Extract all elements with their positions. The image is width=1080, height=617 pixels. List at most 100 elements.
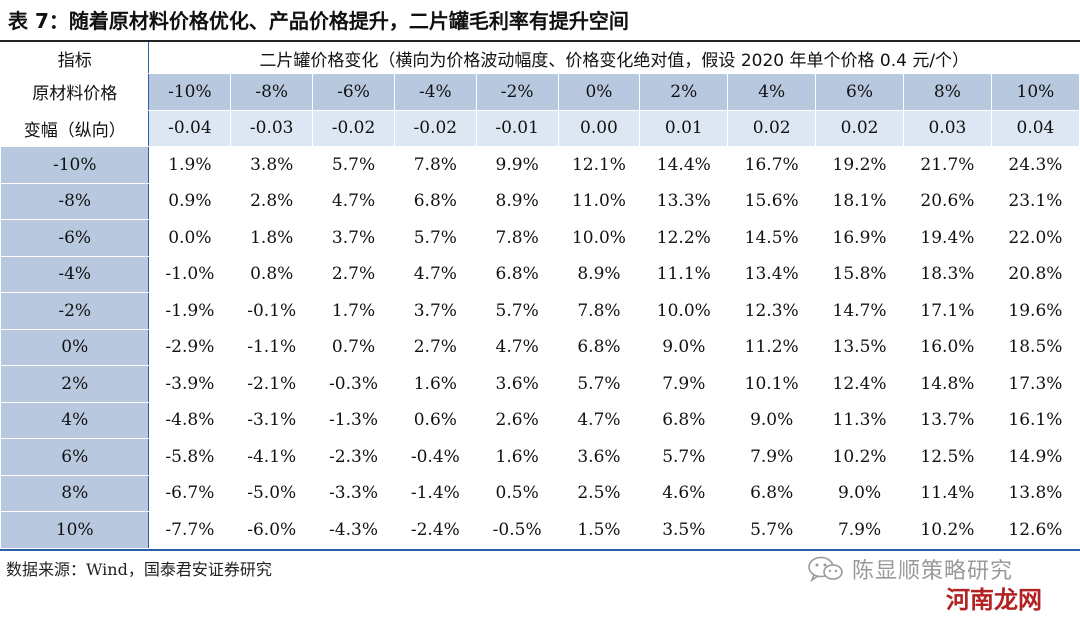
gross-margin-cell: 23.1% [990,182,1080,220]
gross-margin-cell: 7.9% [639,365,729,403]
price-change-abs-header: -0.03 [230,109,314,147]
site-watermark: 河南龙网 [946,586,1042,614]
gross-margin-cell: -0.3% [312,365,395,403]
gross-margin-cell: 7.9% [727,438,817,476]
side-label-line1: 原材料价格 [0,73,150,111]
material-price-change-label: -4% [0,255,150,293]
gross-margin-cell: 5.7% [727,511,817,549]
gross-margin-cell: 12.5% [902,438,992,476]
gross-margin-cell: 3.6% [475,365,559,403]
gross-margin-cell: 13.5% [815,328,904,366]
gross-margin-cell: 16.1% [990,401,1080,439]
gross-margin-cell: 2.7% [393,328,477,366]
wechat-account-name: 陈显顺策略研究 [852,559,1014,584]
price-change-pct-header: 8% [902,73,992,111]
gross-margin-cell: -1.1% [230,328,314,366]
gross-margin-cell: 18.3% [902,255,992,293]
gross-margin-cell: 4.7% [393,255,477,293]
side-label-line2: 变幅（纵向） [0,109,150,147]
material-price-change-label: 6% [0,438,150,476]
gross-margin-cell: 17.1% [902,292,992,330]
gross-margin-cell: -2.3% [312,438,395,476]
gross-margin-cell: 19.4% [902,219,992,257]
price-change-abs-header: -0.01 [475,109,559,147]
indicator-header: 指标 [0,42,150,74]
gross-margin-cell: 1.8% [230,219,314,257]
material-price-change-label: -10% [0,146,150,184]
gross-margin-cell: 13.4% [727,255,817,293]
data-source-note: 数据来源：Wind，国泰君安证券研究 [6,560,272,579]
price-change-abs-header: 0.04 [990,109,1080,147]
gross-margin-cell: 6.8% [639,401,729,439]
gross-margin-cell: 0.7% [312,328,395,366]
gross-margin-cell: -1.4% [393,474,477,512]
table-row: 6% -5.8% -4.1% -2.3% -0.4% 1.6% 3.6% 5.7% 7.9% 10… [0,438,1080,476]
gross-margin-cell: 1.6% [475,438,559,476]
gross-margin-cell: 6.8% [475,255,559,293]
margin-sensitivity-table: 指标 二片罐价格变化（横向为价格波动幅度、价格变化绝对值，假设 2020 年单个… [0,42,1080,549]
gross-margin-cell: 19.6% [990,292,1080,330]
title-divider [0,40,1080,42]
gross-margin-cell: 9.9% [475,146,559,184]
price-change-pct-header: -2% [475,73,559,111]
gross-margin-cell: 3.7% [312,219,395,257]
gross-margin-cell: 10.2% [902,511,992,549]
gross-margin-cell: -5.8% [148,438,232,476]
wechat-icon [806,555,846,583]
gross-margin-cell: -7.7% [148,511,232,549]
gross-margin-cell: 10.0% [639,292,729,330]
gross-margin-cell: 13.8% [990,474,1080,512]
table-row: -4% -1.0% 0.8% 2.7% 4.7% 6.8% 8.9% 11.1% 13.4% 15… [0,255,1080,293]
gross-margin-cell: -1.9% [148,292,232,330]
gross-margin-cell: 5.7% [639,438,729,476]
price-change-pct-header: -6% [312,73,395,111]
gross-margin-cell: 12.2% [639,219,729,257]
gross-margin-cell: 13.3% [639,182,729,220]
price-change-abs-header: -0.02 [393,109,477,147]
gross-margin-cell: 0.5% [475,474,559,512]
gross-margin-cell: 4.7% [312,182,395,220]
table-row: 4% -4.8% -3.1% -1.3% 0.6% 2.6% 4.7% 6.8% 9.0% 11.… [0,401,1080,439]
table-bottom-divider [0,549,1080,551]
price-change-pct-header: -4% [393,73,477,111]
gross-margin-cell: 16.0% [902,328,992,366]
gross-margin-cell: 9.0% [815,474,904,512]
gross-margin-cell: 7.8% [393,146,477,184]
gross-margin-cell: 20.8% [990,255,1080,293]
gross-margin-cell: -2.9% [148,328,232,366]
price-change-pct-header: 0% [557,73,641,111]
table-title: 表 7：随着原材料价格优化、产品价格提升，二片罐毛利率有提升空间 [8,9,629,33]
gross-margin-cell: 0.0% [148,219,232,257]
material-price-change-label: -2% [0,292,150,330]
gross-margin-cell: 1.7% [312,292,395,330]
gross-margin-cell: 22.0% [990,219,1080,257]
gross-margin-cell: -6.0% [230,511,314,549]
table-row: 0% -2.9% -1.1% 0.7% 2.7% 4.7% 6.8% 9.0% 11.2% 13.… [0,328,1080,366]
price-change-abs-header: -0.04 [148,109,232,147]
table-row: 10% -7.7% -6.0% -4.3% -2.4% -0.5% 1.5% 3.5% 5.7%… [0,511,1080,549]
gross-margin-cell: 17.3% [990,365,1080,403]
gross-margin-cell: 14.4% [639,146,729,184]
gross-margin-cell: 9.0% [639,328,729,366]
price-change-pct-header: -8% [230,73,314,111]
price-change-pct-header: 6% [815,73,904,111]
gross-margin-cell: 2.8% [230,182,314,220]
gross-margin-cell: 8.9% [475,182,559,220]
gross-margin-cell: 13.7% [902,401,992,439]
gross-margin-cell: 4.7% [557,401,641,439]
gross-margin-cell: 4.6% [639,474,729,512]
gross-margin-cell: 21.7% [902,146,992,184]
gross-margin-cell: 0.6% [393,401,477,439]
gross-margin-cell: -1.0% [148,255,232,293]
gross-margin-cell: -3.1% [230,401,314,439]
price-change-abs-header: -0.02 [312,109,395,147]
gross-margin-cell: 15.8% [815,255,904,293]
gross-margin-cell: 2.7% [312,255,395,293]
gross-margin-cell: -2.1% [230,365,314,403]
price-change-pct-header: -10% [148,73,232,111]
gross-margin-cell: -3.9% [148,365,232,403]
gross-margin-cell: 14.9% [990,438,1080,476]
gross-margin-cell: 14.7% [815,292,904,330]
gross-margin-cell: 5.7% [312,146,395,184]
gross-margin-cell: 12.6% [990,511,1080,549]
